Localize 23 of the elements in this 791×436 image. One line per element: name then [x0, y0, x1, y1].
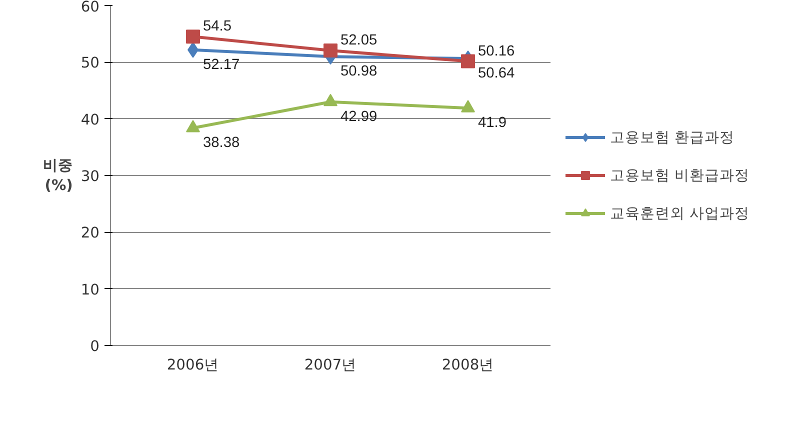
y-tick-label: 60 [80, 0, 100, 16]
y-tick-label: 40 [80, 111, 100, 128]
data-label: 50.98 [340, 64, 378, 80]
data-label: 54.5 [203, 18, 232, 35]
data-label: 50.16 [478, 43, 515, 60]
legend-label: 교육훈련외 사업과정 [610, 204, 750, 222]
y-tick-label: 0 [90, 338, 100, 355]
legend-label: 고용보험 환급과정 [610, 128, 735, 146]
data-label: 50.64 [478, 66, 515, 82]
data-label: 41.9 [478, 115, 507, 132]
x-tick-label: 2006년 [166, 356, 220, 374]
data-label: 38.38 [203, 135, 240, 152]
legend-label: 고용보험 비환급과정 [610, 166, 750, 184]
data-label: 52.17 [203, 56, 240, 73]
data-label: 42.99 [340, 108, 378, 125]
x-tick-label: 2008년 [442, 356, 494, 374]
x-tick-label: 2007년 [304, 356, 357, 374]
y-tick-label: 20 [80, 224, 100, 242]
y-tick-label: 10 [80, 281, 100, 298]
y-tick-label: 30 [80, 168, 100, 185]
y-tick-label: 50 [80, 54, 100, 72]
data-label: 52.05 [340, 32, 378, 49]
y-axis-title: 비중 (%) [42, 156, 73, 194]
